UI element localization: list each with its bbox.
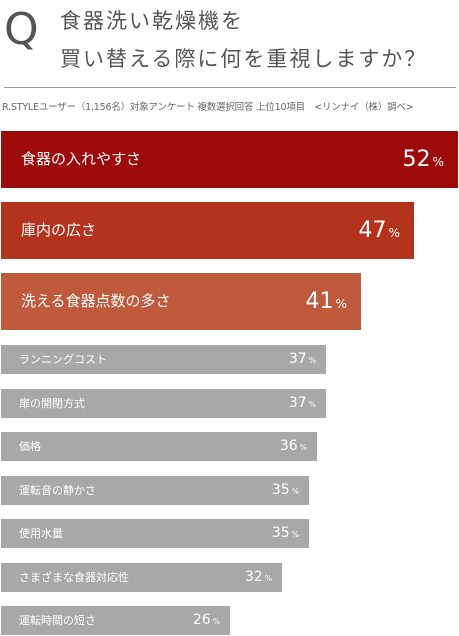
percent-unit: %: [212, 617, 220, 626]
bar-value-number: 36: [279, 438, 298, 454]
bar-label: 洗える食器点数の多さ: [21, 292, 171, 310]
q-letter: Q: [4, 4, 39, 55]
percent-unit: %: [308, 399, 316, 409]
bar-label: 扉の開閉方式: [19, 396, 85, 410]
bar-value-number: 37: [288, 351, 307, 367]
bar-label: 運転時間の短さ: [19, 614, 96, 627]
bar-value-number: 35: [271, 481, 290, 498]
bar-value-number: 52: [402, 147, 431, 172]
question-line-2: 買い替える際に何を重視しますか？: [60, 47, 428, 71]
bar-label: 使用水量: [19, 527, 63, 540]
bar-8: 使用水量 35%: [1, 519, 309, 548]
question-title: 食器洗い乾燥機を 買い替える際に何を重視しますか？: [60, 2, 427, 78]
bar-label: 食器の入れやすさ: [21, 150, 142, 168]
bar-2: 庫内の広さ 47%: [1, 202, 414, 259]
bar-4: ランニングコスト 37%: [1, 345, 326, 374]
bar-6: 価格 36%: [1, 432, 317, 461]
percent-unit: %: [388, 226, 401, 240]
bar-label: 庫内の広さ: [21, 221, 97, 239]
bar-1: 食器の入れやすさ 52%: [1, 131, 458, 188]
percent-unit: %: [264, 573, 272, 583]
bar-value: 35%: [272, 519, 299, 549]
percent-unit: %: [299, 443, 307, 452]
bar-value-number: 32: [244, 568, 263, 585]
bar-value: 37%: [289, 345, 316, 375]
bar-10: 運転時間の短さ 26%: [1, 606, 230, 635]
bar-value-number: 35: [271, 525, 290, 541]
question-line-1: 食器洗い乾燥機を: [60, 9, 244, 33]
bar-value: 36%: [280, 432, 307, 462]
bar-value: 32%: [245, 563, 272, 593]
bar-value: 26%: [193, 606, 220, 636]
survey-note: R.STYLEユーザー（1,156名）対象アンケート 複数選択回答 上位10項目…: [2, 102, 414, 113]
bar-label: ランニングコスト: [19, 353, 107, 366]
bar-value-number: 41: [305, 289, 334, 314]
bar-value: 35%: [272, 476, 299, 506]
bar-label: 価格: [19, 440, 41, 453]
bar-value: 37%: [289, 389, 316, 419]
bar-label: 運転音の静かさ: [19, 483, 96, 497]
bar-value-number: 37: [288, 394, 307, 411]
bar-5: 扉の開閉方式 37%: [1, 388, 326, 419]
bar-7: 運転音の静かさ 35%: [1, 475, 309, 506]
percent-unit: %: [432, 155, 445, 169]
percent-unit: %: [335, 297, 348, 311]
bar-3: 洗える食器点数の多さ 41%: [1, 273, 361, 330]
bar-value: 47%: [359, 202, 401, 262]
bar-value: 52%: [403, 131, 445, 191]
bar-label: さまざまな食器対応性: [19, 570, 129, 584]
percent-unit: %: [291, 486, 299, 496]
bar-value: 41%: [306, 273, 348, 333]
bar-value-number: 26: [192, 612, 211, 628]
percent-unit: %: [291, 530, 299, 539]
bar-9: さまざまな食器対応性 32%: [1, 562, 282, 593]
header-divider: [4, 87, 456, 88]
bar-value-number: 47: [358, 218, 387, 243]
percent-unit: %: [308, 356, 316, 365]
